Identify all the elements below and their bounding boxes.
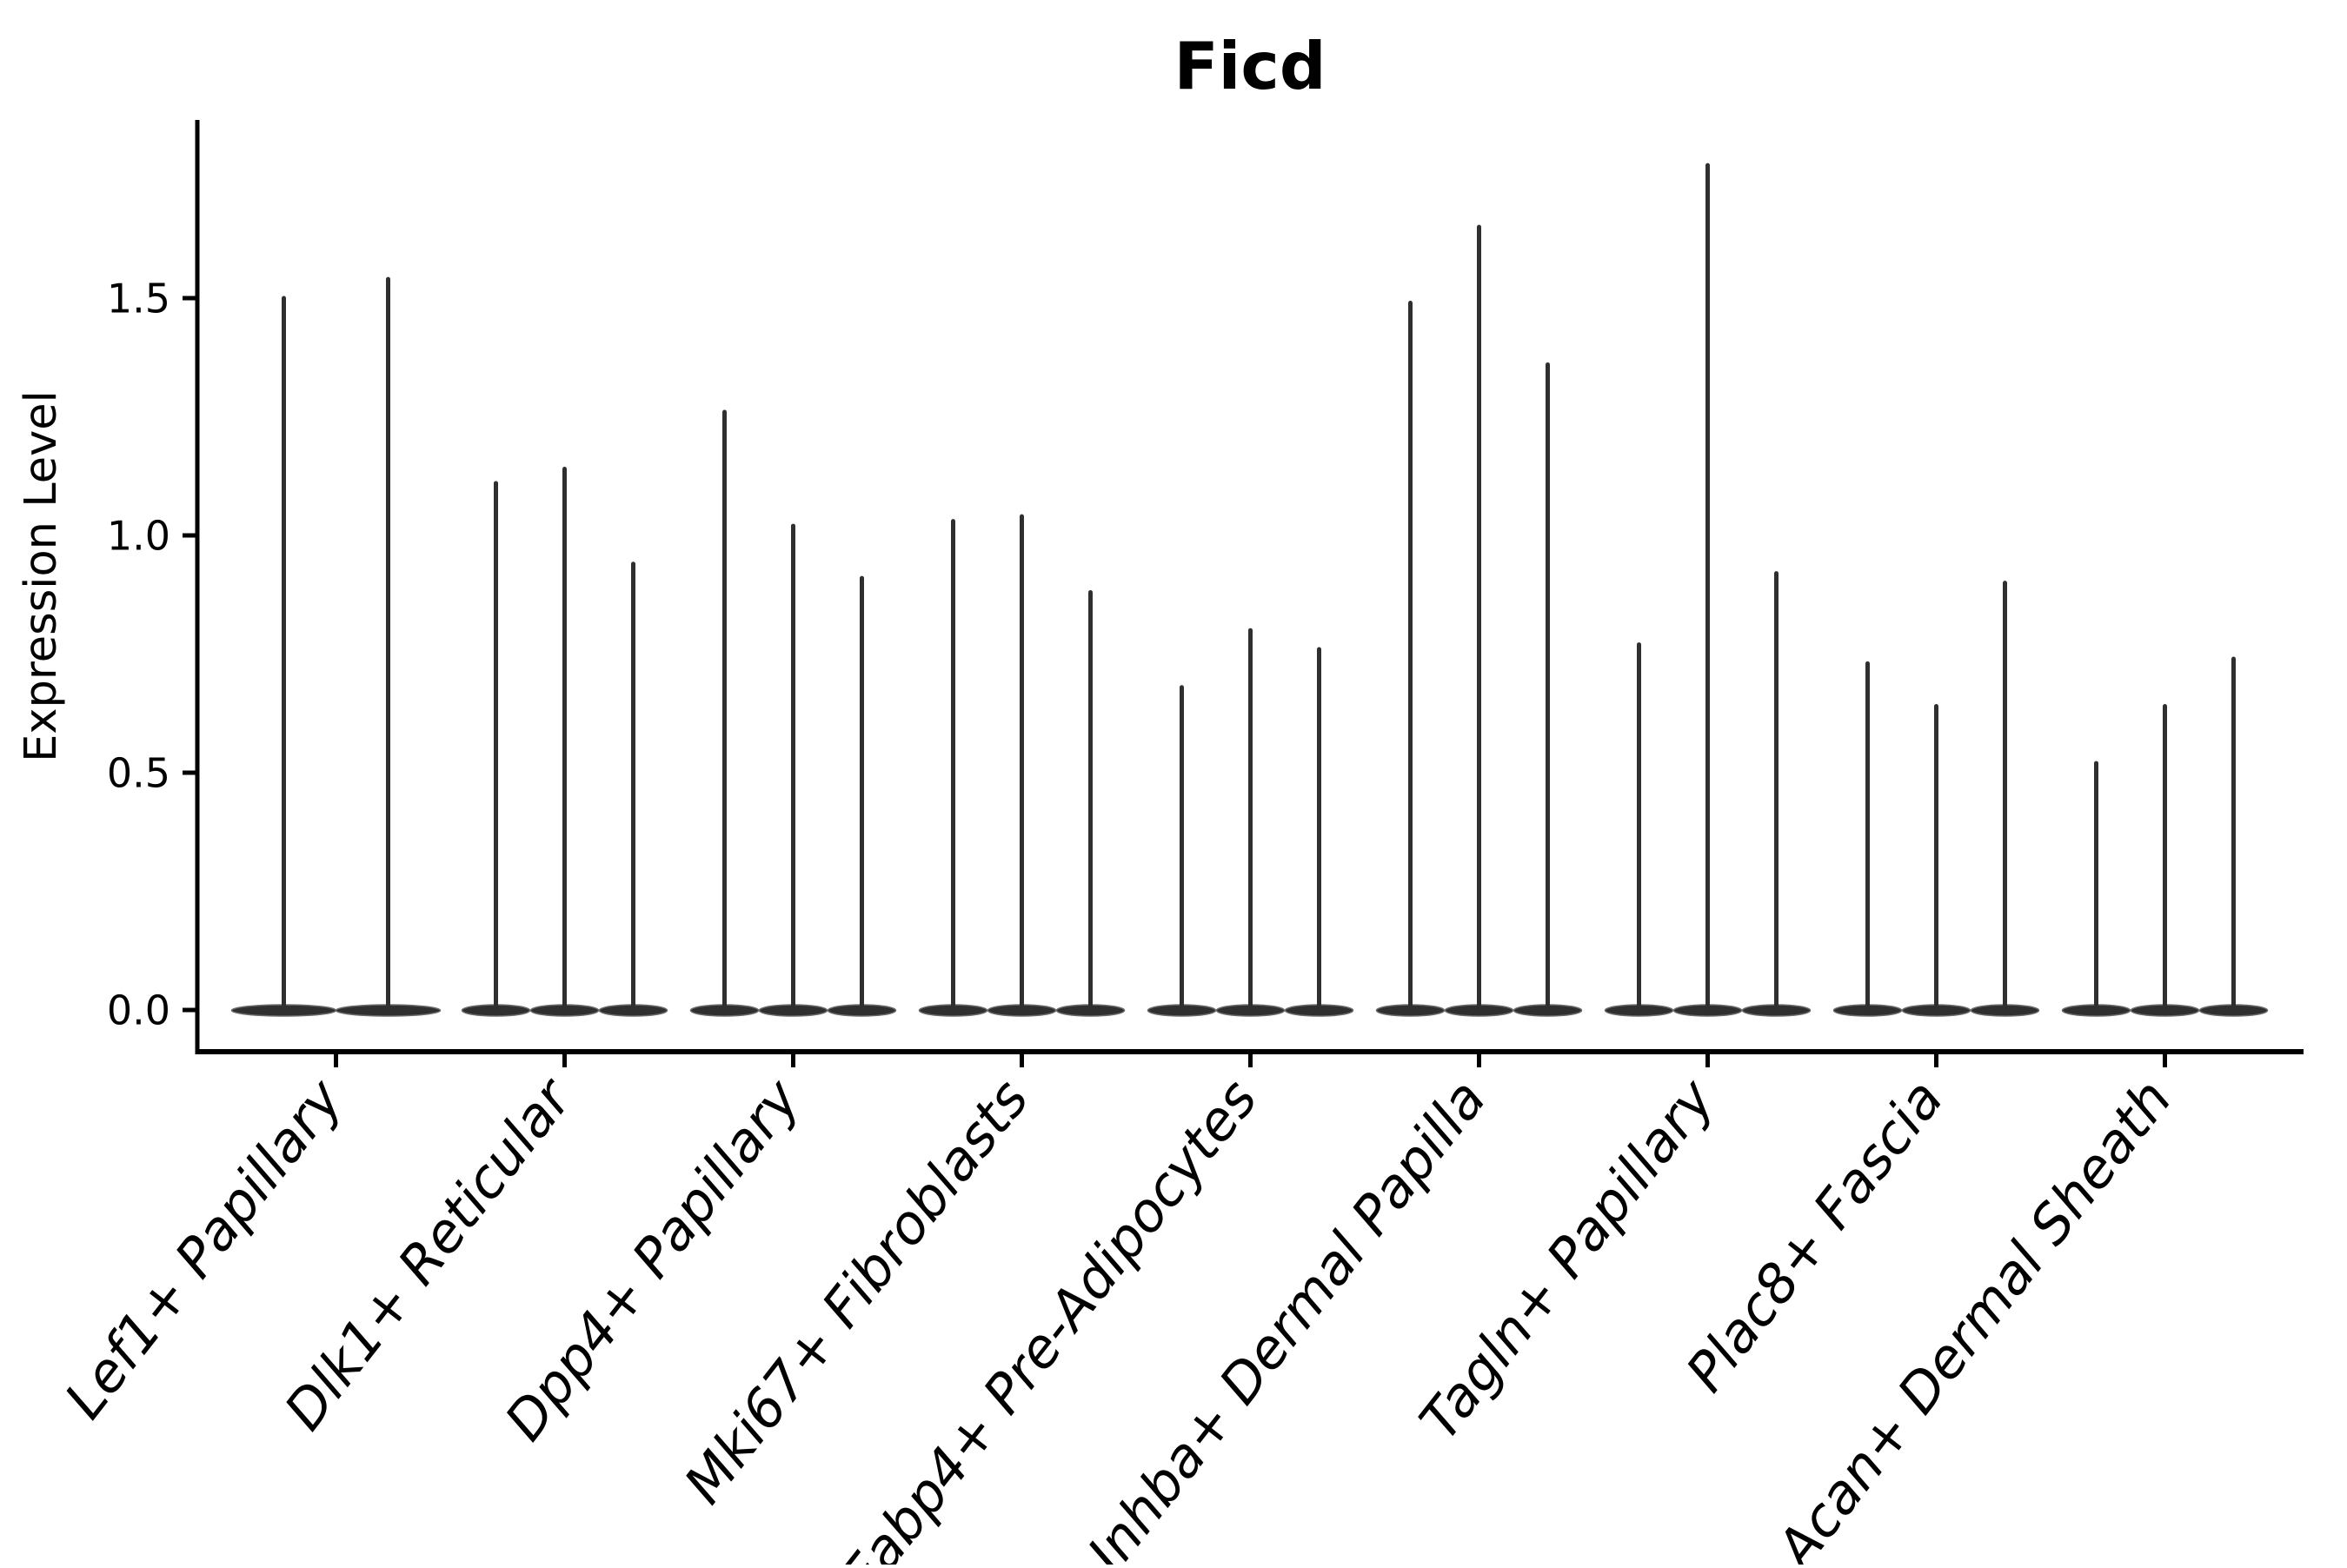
violin-group — [461, 467, 668, 1017]
violin-group — [1832, 581, 2040, 1017]
y-tick-label: 0.0 — [107, 987, 170, 1034]
violin-group — [230, 276, 442, 1017]
y-axis-label: Expression Level — [16, 390, 67, 762]
plot-title: Ficd — [1174, 28, 1326, 104]
violin-group — [1604, 163, 1812, 1017]
violins — [230, 163, 2269, 1017]
violin-group — [1147, 628, 1354, 1017]
violin-group — [2061, 656, 2269, 1017]
x-tick-label: Fabp4+ Pre-Adipocytes — [829, 1067, 1269, 1565]
axes: 0.0 0.5 1.0 1.5 — [107, 120, 2304, 1067]
y-tick-label: 1.0 — [107, 513, 170, 560]
violin-group — [918, 514, 1126, 1017]
x-tick-label: Inhba+ Dermal Papilla — [1075, 1067, 1499, 1565]
y-tick-label: 0.5 — [107, 750, 170, 797]
x-tick-label: Acan+ Dermal Sheath — [1762, 1067, 2184, 1565]
violin-group — [689, 409, 897, 1017]
y-tick-label: 1.5 — [107, 276, 170, 322]
violin-group — [1375, 224, 1583, 1017]
